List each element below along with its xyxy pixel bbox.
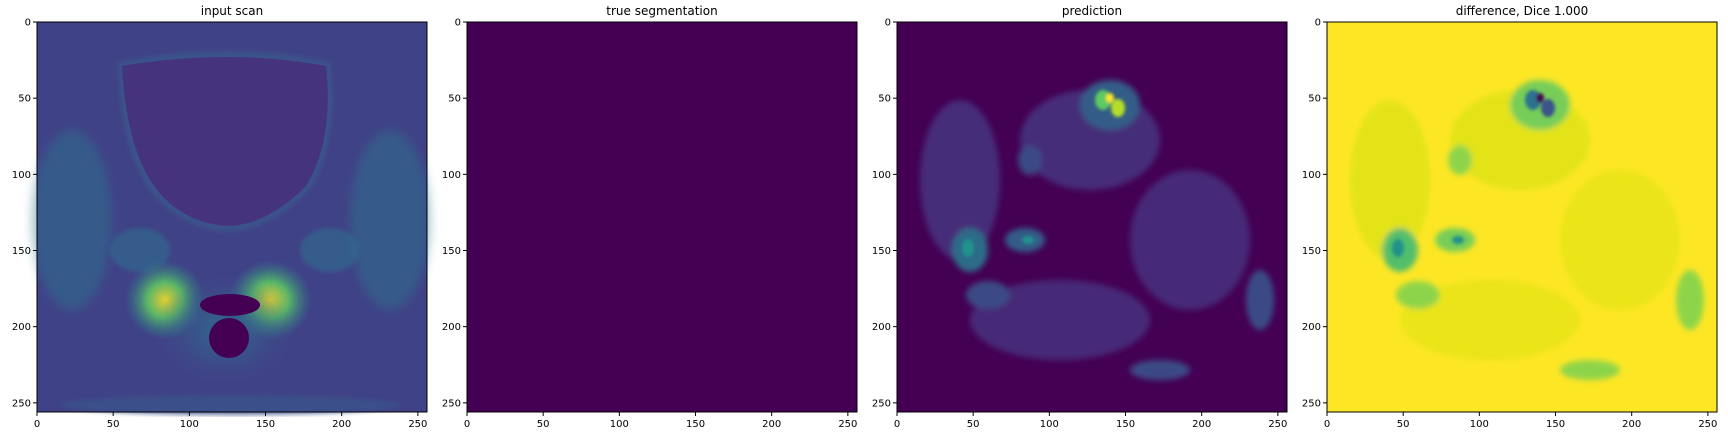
panel-difference: difference, Dice 1.000: [1290, 0, 1720, 432]
x-tick-label: 250: [1698, 419, 1717, 430]
x-tick-label: 100: [180, 419, 199, 430]
x-tick-label: 100: [1040, 419, 1059, 430]
x-tick-label: 50: [1397, 419, 1410, 430]
y-tick-label: 200: [1302, 322, 1321, 333]
axes-frame: [896, 21, 1288, 413]
x-tick-label: 50: [537, 419, 550, 430]
x-tick-label: 200: [762, 419, 781, 430]
x-tick-label: 50: [107, 419, 120, 430]
x-tick-label: 200: [332, 419, 351, 430]
plot-difference: 0 50 100 150 200 250 0 50 100 150 200 250: [1302, 18, 1718, 430]
x-tick-label: 150: [686, 419, 705, 430]
y-tick-label: 100: [442, 170, 461, 181]
y-tick-label: 200: [12, 322, 31, 333]
y-tick-label: 50: [18, 94, 31, 105]
y-tick-label: 200: [442, 322, 461, 333]
segmentation-image: [467, 22, 857, 412]
x-tick-label: 100: [1470, 419, 1489, 430]
panel-title: prediction: [1061, 4, 1123, 18]
axes-frame: [1326, 21, 1718, 413]
scan-image: [32, 22, 430, 415]
x-tick-label: 0: [34, 419, 40, 430]
y-tick-label: 50: [1308, 94, 1321, 105]
plot-prediction: 0 50 100 150 200 250 0 50 100 150 200 250: [872, 18, 1288, 430]
x-tick-label: 0: [464, 419, 470, 430]
y-tick-label: 0: [885, 18, 891, 29]
x-tick-label: 250: [838, 419, 857, 430]
x-tick-label: 250: [408, 419, 427, 430]
x-tick-label: 150: [1116, 419, 1135, 430]
panel-title: input scan: [200, 4, 264, 18]
y-tick-label: 100: [12, 170, 31, 181]
y-tick-label: 250: [12, 398, 31, 409]
plot-true-segmentation: 0 50 100 150 200 250 0 50 100 150 200 250: [442, 18, 858, 430]
x-tick-label: 0: [1324, 419, 1330, 430]
x-tick-label: 100: [610, 419, 629, 430]
y-tick-label: 100: [872, 170, 891, 181]
x-tick-label: 150: [256, 419, 275, 430]
y-tick-label: 50: [448, 94, 461, 105]
plot-input-scan: 0 50 100 150 200 250 0 50 100 150 200 250: [12, 18, 430, 430]
y-tick-label: 150: [12, 246, 31, 257]
panel-input-scan: input scan: [0, 0, 430, 432]
difference-image: [1327, 22, 1717, 412]
x-tick-label: 200: [1622, 419, 1641, 430]
x-tick-label: 150: [1546, 419, 1565, 430]
y-tick-label: 0: [1315, 18, 1321, 29]
y-tick-label: 100: [1302, 170, 1321, 181]
x-tick-label: 0: [894, 419, 900, 430]
y-tick-label: 150: [872, 246, 891, 257]
x-tick-label: 200: [1192, 419, 1211, 430]
y-tick-label: 50: [878, 94, 891, 105]
x-tick-label: 250: [1268, 419, 1287, 430]
y-tick-label: 250: [872, 398, 891, 409]
panel-title: true segmentation: [606, 4, 718, 18]
panel-true-segmentation: true segmentation 0 50 100 150 200 250 0 50 100…: [430, 0, 860, 432]
panel-prediction: prediction: [860, 0, 1290, 432]
panel-title: difference, Dice 1.000: [1455, 4, 1589, 18]
y-tick-label: 200: [872, 322, 891, 333]
y-tick-label: 0: [455, 18, 461, 29]
axes-frame: [466, 21, 858, 413]
axes-frame: [36, 21, 428, 413]
y-tick-label: 150: [1302, 246, 1321, 257]
y-tick-label: 250: [442, 398, 461, 409]
y-tick-label: 0: [25, 18, 31, 29]
prediction-image: [897, 22, 1287, 412]
y-tick-label: 150: [442, 246, 461, 257]
x-tick-label: 50: [967, 419, 980, 430]
y-tick-label: 250: [1302, 398, 1321, 409]
